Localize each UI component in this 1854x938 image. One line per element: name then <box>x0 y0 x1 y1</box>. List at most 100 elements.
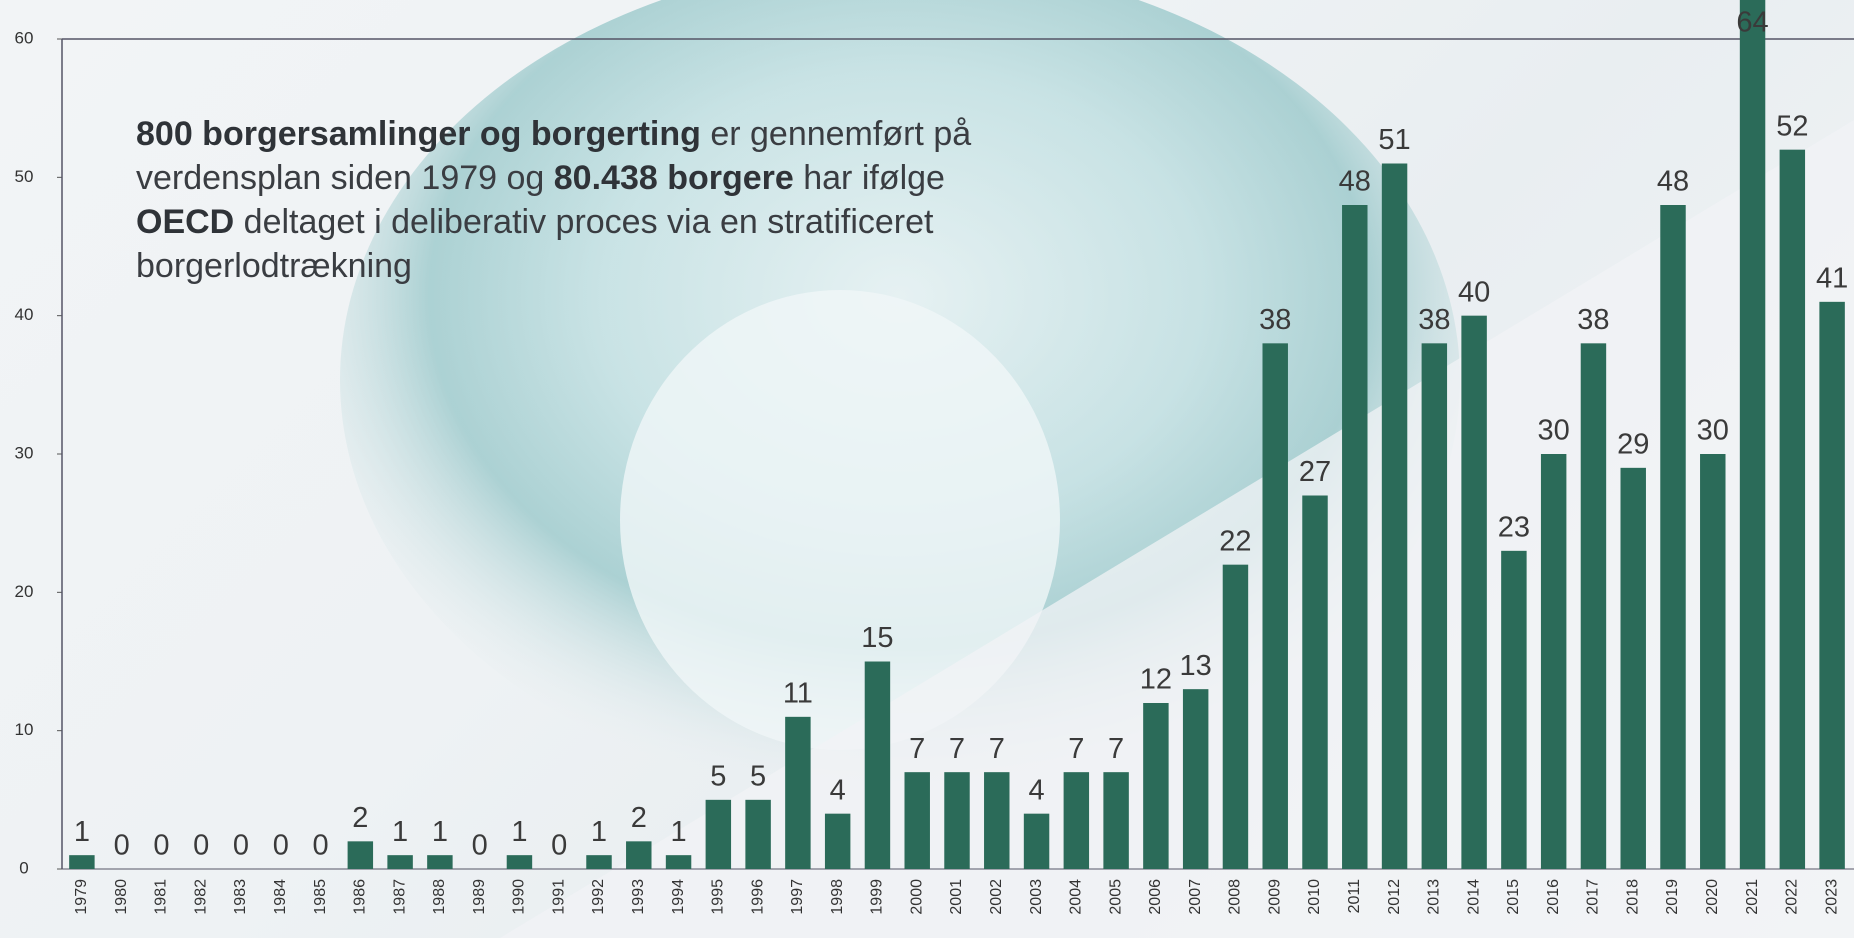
value-label: 0 <box>153 830 169 862</box>
x-tick-label: 1992 <box>590 879 607 915</box>
value-label: 41 <box>1816 262 1848 294</box>
bar <box>1103 772 1128 869</box>
x-tick-label: 2004 <box>1068 879 1085 915</box>
bar <box>1581 343 1606 869</box>
value-label: 0 <box>472 830 488 862</box>
x-tick-label: 1979 <box>73 879 90 915</box>
bar <box>1422 343 1447 869</box>
bar <box>387 855 412 869</box>
x-tick-label: 1984 <box>272 879 289 915</box>
value-label: 7 <box>1108 733 1124 765</box>
x-tick-label: 2007 <box>1187 879 1204 915</box>
bar <box>1064 772 1089 869</box>
x-tick-label: 2020 <box>1704 879 1721 915</box>
bar <box>865 662 890 870</box>
value-label: 4 <box>1028 774 1044 806</box>
bar <box>785 717 810 869</box>
bar <box>1461 316 1486 869</box>
bar <box>1740 0 1765 869</box>
value-label: 0 <box>273 830 289 862</box>
value-label: 5 <box>750 760 766 792</box>
value-label: 0 <box>551 830 567 862</box>
value-label: 29 <box>1617 428 1649 460</box>
value-label: 5 <box>710 760 726 792</box>
x-tick-label: 1993 <box>630 879 647 915</box>
x-tick-label: 1980 <box>113 879 130 915</box>
bar <box>586 855 611 869</box>
y-tick-label: 60 <box>15 28 34 47</box>
value-label: 11 <box>783 677 813 709</box>
value-label: 27 <box>1299 456 1331 488</box>
x-tick-label: 2008 <box>1227 879 1244 915</box>
annotation-segment: 800 borgersamlinger og borgerting <box>136 115 701 153</box>
value-label: 1 <box>591 816 607 848</box>
x-tick-label: 2010 <box>1306 879 1323 915</box>
bar <box>904 772 929 869</box>
value-label: 7 <box>949 733 965 765</box>
value-label: 13 <box>1180 650 1212 682</box>
bar <box>1024 814 1049 869</box>
value-label: 48 <box>1339 166 1371 198</box>
x-tick-label: 1995 <box>710 879 727 915</box>
bar <box>1183 689 1208 869</box>
x-tick-label: 2017 <box>1585 879 1602 915</box>
x-tick-label: 1998 <box>829 879 846 915</box>
value-label: 1 <box>511 816 527 848</box>
x-tick-label: 1981 <box>153 879 170 915</box>
bar <box>626 841 651 869</box>
value-label: 7 <box>989 733 1005 765</box>
x-tick-label: 1985 <box>312 879 329 915</box>
value-label: 51 <box>1378 124 1410 156</box>
bar <box>1501 551 1526 869</box>
value-label: 7 <box>1068 733 1084 765</box>
x-tick-label: 2019 <box>1664 879 1681 915</box>
x-tick-label: 2012 <box>1386 879 1403 915</box>
value-label: 23 <box>1498 511 1530 543</box>
value-label: 7 <box>909 733 925 765</box>
value-label: 1 <box>670 816 686 848</box>
annotation-segment: har ifølge <box>794 159 945 197</box>
value-label: 0 <box>312 830 328 862</box>
x-tick-label: 2015 <box>1505 879 1522 915</box>
x-tick-label: 1994 <box>670 879 687 915</box>
page: {"chart_data": {"type": "bar", "annotati… <box>0 0 1854 938</box>
bar <box>1342 205 1367 869</box>
bar <box>666 855 691 869</box>
value-label: 38 <box>1577 304 1609 336</box>
x-tick-label: 1983 <box>232 879 249 915</box>
x-tick-label: 1989 <box>471 879 488 915</box>
value-label: 40 <box>1458 276 1490 308</box>
bar <box>1223 565 1248 869</box>
x-tick-label: 2005 <box>1107 879 1124 915</box>
value-label: 0 <box>233 830 249 862</box>
value-label: 22 <box>1219 525 1251 557</box>
value-label: 1 <box>392 816 408 848</box>
x-tick-label: 2006 <box>1147 879 1164 915</box>
bar <box>1541 454 1566 869</box>
bar <box>427 855 452 869</box>
value-label: 1 <box>74 816 90 848</box>
x-tick-label: 2018 <box>1624 879 1641 915</box>
bar <box>1302 496 1327 870</box>
x-tick-label: 2001 <box>948 879 965 915</box>
bar <box>1143 703 1168 869</box>
value-label: 2 <box>352 802 368 834</box>
bar <box>745 800 770 869</box>
value-label: 1 <box>432 816 448 848</box>
y-tick-label: 50 <box>15 167 34 186</box>
x-tick-label: 2011 <box>1346 879 1363 914</box>
bar <box>69 855 94 869</box>
value-label: 2 <box>631 802 647 834</box>
bar <box>944 772 969 869</box>
value-label: 38 <box>1259 304 1291 336</box>
x-tick-label: 2003 <box>1028 879 1045 915</box>
x-tick-label: 2016 <box>1545 879 1562 915</box>
x-tick-label: 1988 <box>431 879 448 915</box>
bar <box>1382 164 1407 870</box>
x-tick-label: 1997 <box>789 879 806 915</box>
value-label: 12 <box>1140 664 1172 696</box>
value-label: 30 <box>1697 415 1729 447</box>
y-tick-label: 40 <box>15 305 34 324</box>
bar <box>706 800 731 869</box>
value-label: 0 <box>114 830 130 862</box>
